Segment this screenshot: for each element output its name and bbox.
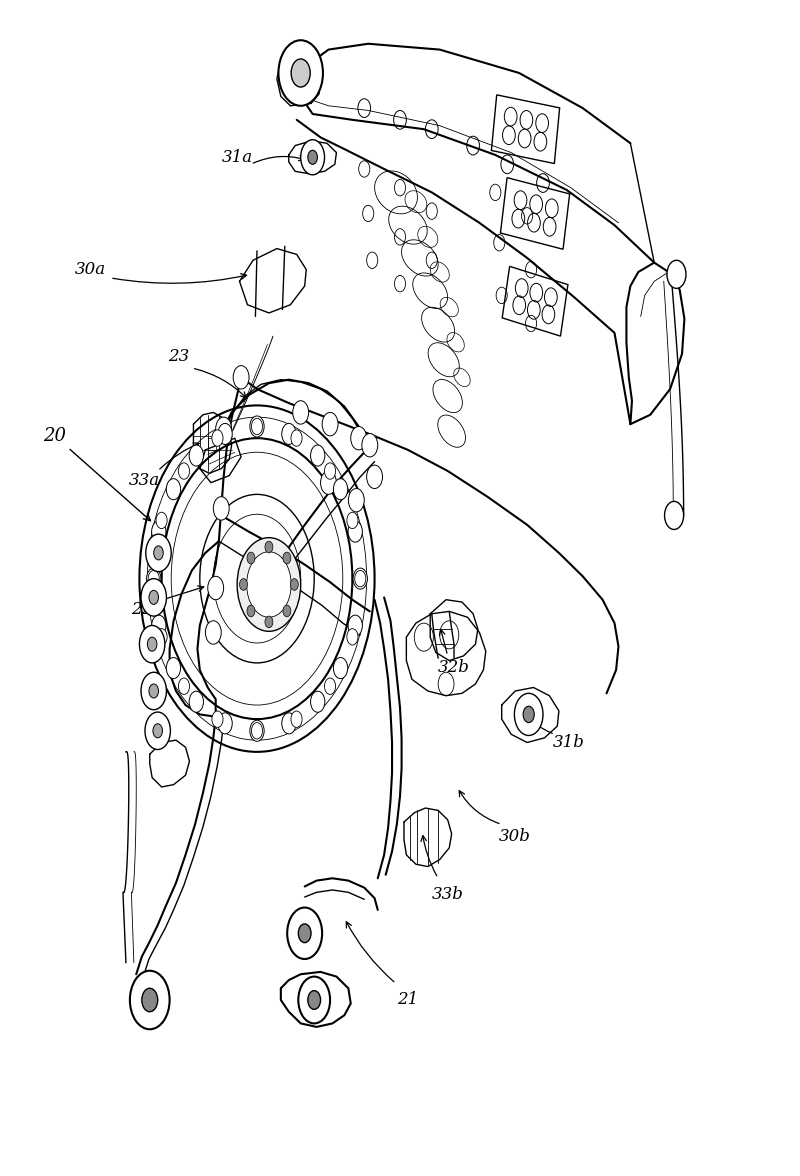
Circle shape [514, 694, 543, 735]
Circle shape [156, 629, 167, 646]
Circle shape [334, 479, 348, 500]
Circle shape [251, 419, 262, 435]
Circle shape [250, 720, 264, 741]
Text: 31a: 31a [222, 149, 253, 166]
Circle shape [237, 537, 301, 632]
Circle shape [139, 626, 165, 663]
Circle shape [348, 488, 364, 512]
Circle shape [308, 990, 321, 1009]
Circle shape [148, 570, 159, 587]
Circle shape [283, 553, 291, 563]
Circle shape [156, 513, 167, 528]
Circle shape [214, 496, 229, 520]
Circle shape [153, 723, 162, 737]
Circle shape [166, 657, 181, 679]
Circle shape [325, 463, 335, 480]
Circle shape [154, 546, 163, 560]
Text: 30b: 30b [499, 828, 531, 844]
Circle shape [291, 430, 302, 446]
Circle shape [354, 570, 366, 587]
Circle shape [141, 579, 166, 616]
Circle shape [130, 970, 170, 1029]
Text: 33b: 33b [432, 887, 464, 903]
Circle shape [145, 711, 170, 749]
Circle shape [293, 401, 309, 425]
Circle shape [146, 568, 161, 589]
Circle shape [291, 59, 310, 87]
Circle shape [282, 713, 296, 734]
Circle shape [321, 470, 337, 494]
Circle shape [218, 423, 232, 445]
Circle shape [239, 579, 247, 590]
Circle shape [353, 568, 367, 589]
Circle shape [366, 465, 382, 488]
Circle shape [278, 40, 323, 106]
Circle shape [247, 606, 255, 617]
Circle shape [523, 707, 534, 722]
Text: 21: 21 [398, 991, 418, 1009]
Circle shape [265, 616, 273, 628]
Circle shape [251, 722, 262, 739]
Circle shape [189, 691, 203, 713]
Circle shape [152, 615, 166, 636]
Circle shape [347, 513, 358, 528]
Text: 22: 22 [131, 601, 153, 617]
Circle shape [350, 427, 366, 450]
Circle shape [348, 521, 362, 542]
Circle shape [310, 691, 325, 713]
Circle shape [141, 673, 166, 710]
Circle shape [265, 541, 273, 553]
Circle shape [178, 463, 190, 480]
Circle shape [208, 576, 224, 600]
Circle shape [212, 711, 223, 728]
Circle shape [246, 552, 291, 617]
Circle shape [178, 679, 190, 694]
Circle shape [146, 534, 171, 572]
Circle shape [212, 430, 223, 446]
Circle shape [149, 684, 158, 699]
Circle shape [310, 445, 325, 466]
Circle shape [322, 413, 338, 436]
Circle shape [149, 590, 158, 604]
Circle shape [298, 976, 330, 1023]
Circle shape [282, 423, 296, 445]
Circle shape [334, 657, 348, 679]
Text: 20: 20 [43, 427, 66, 445]
Circle shape [250, 416, 264, 437]
Circle shape [665, 501, 684, 529]
Circle shape [308, 151, 318, 165]
Circle shape [291, 711, 302, 728]
Circle shape [301, 140, 325, 175]
Text: 23: 23 [169, 348, 190, 365]
Circle shape [298, 924, 311, 943]
Circle shape [142, 988, 158, 1011]
Text: 30a: 30a [74, 261, 106, 279]
Circle shape [218, 713, 232, 734]
Text: 32b: 32b [438, 659, 470, 676]
Text: 31b: 31b [553, 734, 584, 751]
Circle shape [283, 606, 291, 617]
Circle shape [147, 637, 157, 652]
Circle shape [216, 417, 231, 441]
Circle shape [290, 579, 298, 590]
Circle shape [206, 621, 222, 644]
Circle shape [347, 629, 358, 646]
Text: 33a: 33a [129, 472, 160, 489]
Circle shape [667, 260, 686, 288]
Circle shape [348, 615, 362, 636]
Circle shape [325, 679, 335, 694]
Circle shape [233, 366, 249, 389]
Circle shape [152, 521, 166, 542]
Circle shape [247, 553, 255, 563]
Circle shape [166, 479, 181, 500]
Circle shape [189, 445, 203, 466]
Circle shape [362, 434, 378, 457]
Circle shape [287, 908, 322, 960]
